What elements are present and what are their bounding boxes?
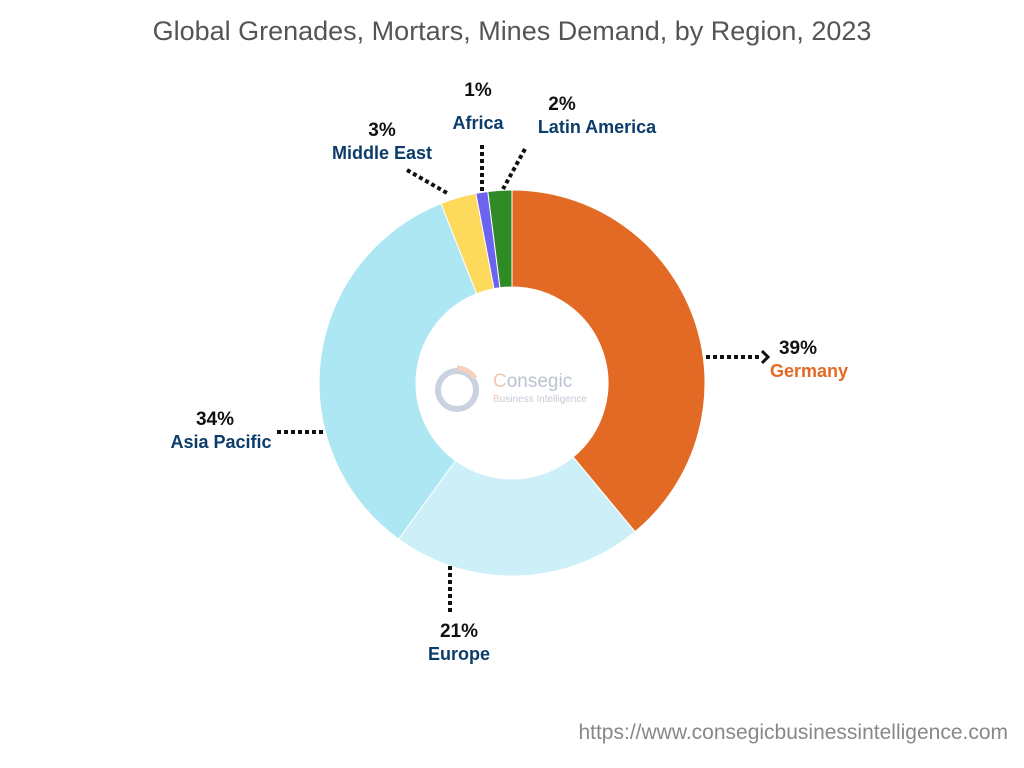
- data-label: 3%: [368, 120, 396, 141]
- slice-label-middle-east: 3% Middle East: [332, 120, 432, 164]
- chart-title: Global Grenades, Mortars, Mines Demand, …: [152, 16, 872, 46]
- category-label: Germany: [769, 361, 849, 381]
- data-label: 34%: [195, 409, 235, 430]
- consegic-logo: Consegic Business Intelligence: [435, 360, 595, 421]
- slice-germany: [511, 189, 706, 533]
- svg-text:Consegic: Consegic: [493, 371, 572, 392]
- slice-label-latin-america: 2% Latin America: [538, 94, 656, 138]
- category-label: Africa: [452, 113, 504, 133]
- category-label: Europe: [427, 644, 491, 664]
- data-label: 1%: [464, 80, 492, 101]
- slice-label-africa: 1% Africa: [452, 80, 503, 134]
- slice-europe: [397, 456, 636, 577]
- svg-text:Business Intelligence: Business Intelligence: [493, 394, 587, 405]
- data-label: 39%: [778, 338, 818, 359]
- source-url: https://www.consegicbusinessintelligence…: [578, 721, 1008, 744]
- leader-line-latin-america: [501, 148, 527, 190]
- slice-label-asia-pacific: 34% Asia Pacific: [170, 409, 271, 453]
- category-label: Middle East: [331, 143, 433, 163]
- slice-label-europe: 21% Europe: [428, 621, 490, 665]
- category-label: Latin America: [537, 117, 657, 137]
- slice-latin-america: [487, 189, 513, 289]
- slice-asia-pacific: [318, 202, 478, 540]
- data-label: 21%: [439, 621, 479, 642]
- category-label: Asia Pacific: [170, 432, 272, 452]
- slice-label-germany: 39% Germany: [748, 338, 848, 382]
- data-label: 2%: [548, 94, 576, 115]
- leader-arrow-germany: [760, 349, 771, 365]
- leader-line-middle-east: [406, 168, 448, 195]
